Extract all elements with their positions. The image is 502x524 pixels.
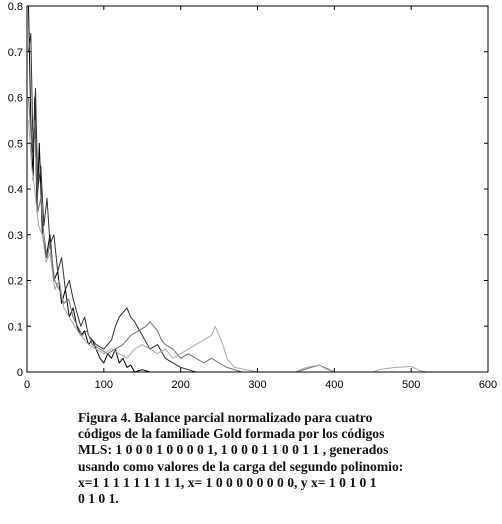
x-tick-label: 200	[171, 379, 189, 391]
y-tick-label: 0.4	[8, 184, 23, 196]
y-tick-label: 0.3	[8, 230, 23, 242]
plot-lines	[28, 5, 427, 373]
y-tick-label: 0.1	[8, 321, 23, 333]
x-tick-label: 300	[248, 379, 266, 391]
caption-line: x=1 1 1 1 1 1 1 1 1, x= 1 0 0 0 0 0 0 0 …	[78, 474, 377, 490]
caption-line: Figura 4. Balance parcial normalizado pa…	[78, 410, 373, 425]
caption-line: códigos de la familiade Gold formada por…	[78, 426, 385, 442]
y-tick-label: 0.5	[8, 138, 23, 150]
plot-frame	[26, 5, 489, 373]
caption-line: usando como valores de la carga del segu…	[78, 458, 404, 474]
x-tick-label: 0	[24, 379, 30, 391]
x-tick-label: 500	[402, 379, 420, 391]
series-line-3	[28, 97, 427, 373]
y-tick-label: 0.8	[8, 1, 23, 13]
caption-line: 0 1 0 1.	[78, 491, 119, 507]
y-tick-label: 0	[17, 367, 23, 379]
x-tick-label: 400	[325, 379, 343, 391]
x-tick-label: 600	[479, 379, 497, 391]
series-line-1	[28, 5, 427, 373]
caption-line: MLS: 1 0 0 0 1 0 0 0 0 1, 1 0 0 0 1 1 0 …	[78, 442, 389, 458]
y-tick-label: 0.7	[8, 47, 23, 59]
y-tick-label: 0.6	[8, 93, 23, 105]
series-line-2	[28, 33, 427, 373]
figure-caption: Figura 4. Balance parcial normalizado pa…	[78, 410, 450, 507]
y-axis-ticks: 0 0.1 0.2 0.3 0.4 0.5 0.6 0.7 0.8	[8, 1, 488, 379]
x-tick-label: 100	[95, 379, 113, 391]
series-line-4	[28, 120, 427, 373]
y-tick-label: 0.2	[8, 276, 23, 288]
chart: 0 100 200 300 400 500 600 00.10.20.30.40.50.60…	[8, 1, 497, 391]
x-axis-ticks: 0 100 200 300 400 500 600	[24, 6, 497, 391]
